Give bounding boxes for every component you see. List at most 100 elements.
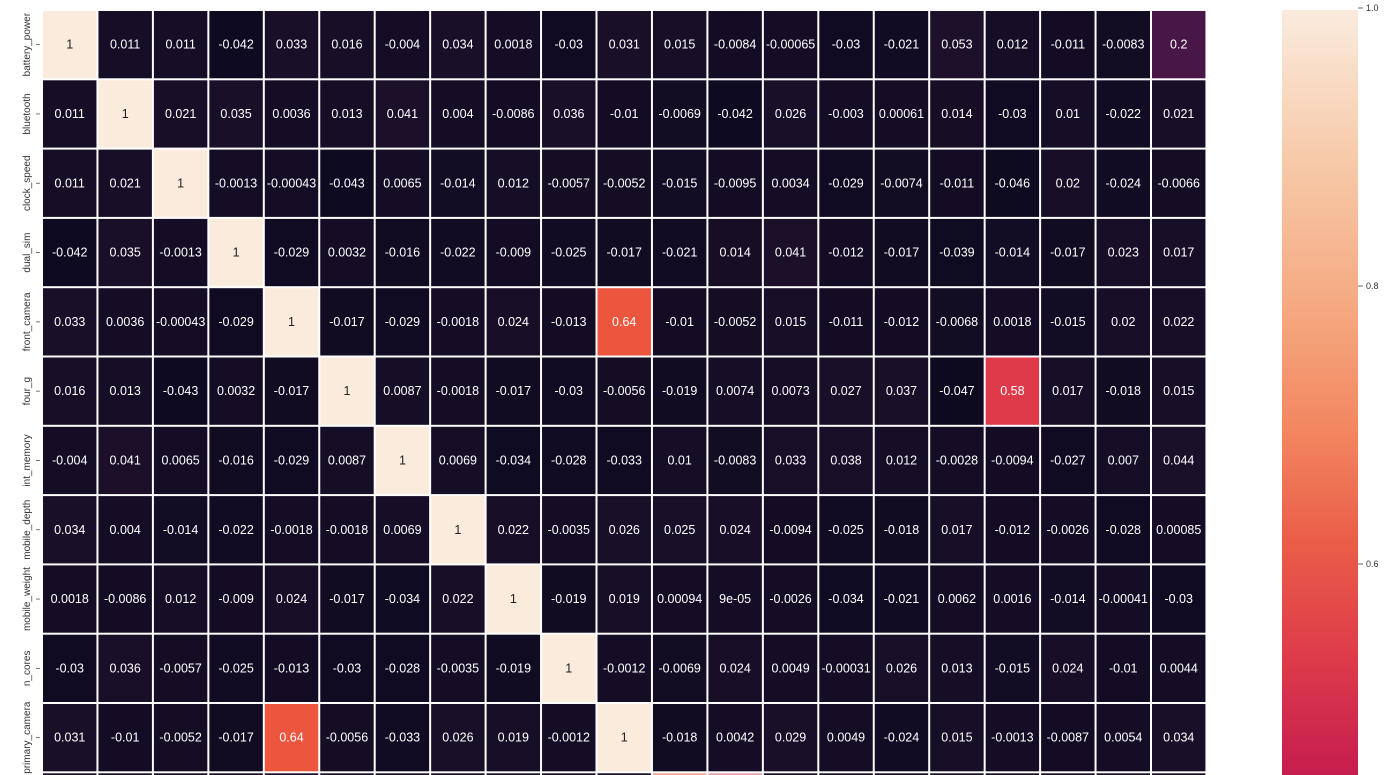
- heatmap-cell: [985, 704, 1040, 772]
- heatmap-cell-partial: [1096, 773, 1150, 775]
- row-label: n_cores: [22, 651, 33, 687]
- cell-value-label: -0.015: [1050, 315, 1085, 329]
- cell-value-label: 0.0049: [827, 731, 865, 745]
- heatmap-cell: [652, 218, 707, 287]
- heatmap-cell: [985, 288, 1040, 356]
- cell-value-label: 0.034: [1163, 731, 1194, 745]
- cell-value-label: 0.0034: [771, 176, 809, 190]
- cell-value-label: -0.012: [995, 523, 1030, 537]
- cell-value-label: -0.0083: [1102, 38, 1144, 52]
- heatmap-cell-partial: [985, 773, 1040, 775]
- heatmap-cell: [1041, 634, 1095, 702]
- colorbar-gradient: [1282, 10, 1358, 775]
- row-label: primary_camera: [22, 701, 33, 774]
- cell-value-label: 0.037: [886, 384, 917, 398]
- cell-value-label: -0.0057: [548, 176, 590, 190]
- cell-value-label: -0.043: [163, 384, 198, 398]
- cell-value-label: -0.0094: [769, 523, 811, 537]
- cell-value-label: 0.011: [55, 107, 85, 121]
- heatmap-cell: [486, 11, 541, 79]
- cell-value-label: 0.033: [775, 453, 806, 467]
- cell-value-label: -0.029: [218, 315, 253, 329]
- cell-value-label: -0.00043: [156, 315, 205, 329]
- heatmap-cell: [264, 496, 319, 564]
- cell-value-label: -0.017: [884, 246, 919, 260]
- cell-value-label: -0.0018: [437, 384, 479, 398]
- heatmap-cell: [43, 288, 97, 356]
- heatmap-cell: [264, 565, 319, 633]
- heatmap-cell-partial: [153, 773, 208, 775]
- cell-value-label: 0.0032: [217, 384, 255, 398]
- heatmap-cell: [320, 80, 374, 148]
- heatmap-cell: [209, 80, 263, 148]
- cell-value-label: -0.019: [551, 592, 586, 606]
- heatmap-cell: [597, 426, 651, 495]
- heatmap-cell: [652, 80, 707, 148]
- heatmap-cell: [264, 426, 319, 495]
- cell-value-label: 0.0016: [993, 592, 1031, 606]
- cell-value-label: -0.01: [610, 107, 639, 121]
- heatmap-cell: [209, 634, 263, 702]
- heatmap-cell: [264, 218, 319, 287]
- cell-value-label: 0.0069: [383, 523, 421, 537]
- cell-value-label: 0.021: [110, 176, 141, 190]
- cell-value-label: -0.017: [329, 315, 364, 329]
- heatmap-cell: [542, 11, 596, 79]
- cell-value-label: 0.016: [54, 384, 85, 398]
- cell-value-label: -0.00043: [267, 176, 316, 190]
- cell-value-label: -0.021: [884, 592, 919, 606]
- heatmap-cell: [375, 218, 430, 287]
- cell-value-label: 0.027: [830, 384, 861, 398]
- heatmap-cell: [652, 496, 707, 564]
- cell-value-label: 0.0032: [328, 246, 366, 260]
- cell-value-label: -0.03: [55, 661, 84, 675]
- cell-value-label: -0.016: [385, 246, 420, 260]
- heatmap-cell-partial: [708, 773, 762, 775]
- cell-value-label: -0.009: [218, 592, 253, 606]
- cell-value-label: 0.00085: [1156, 523, 1201, 537]
- cell-value-label: 0.012: [886, 453, 917, 467]
- heatmap-cell: [930, 426, 984, 495]
- cell-value-label: 0.015: [1163, 384, 1194, 398]
- cell-value-label: 0.64: [612, 315, 636, 329]
- heatmap-cell: [320, 149, 374, 217]
- cell-value-label: -0.0086: [104, 592, 146, 606]
- heatmap-cell: [597, 80, 651, 148]
- heatmap-cell: [819, 218, 873, 287]
- heatmap-cell: [597, 357, 651, 425]
- cell-value-label: 0.031: [54, 731, 85, 745]
- heatmap-cell: [486, 80, 541, 148]
- heatmap-cell: [1152, 80, 1206, 148]
- heatmap-cell: [763, 496, 818, 564]
- cell-value-label: -0.025: [218, 661, 253, 675]
- heatmap-cell: [708, 357, 762, 425]
- heatmap-cell: [930, 704, 984, 772]
- cell-value-label: 0.64: [279, 731, 303, 745]
- heatmap-cell: [98, 496, 152, 564]
- heatmap-cell: [375, 426, 430, 495]
- cell-value-label: 1: [565, 661, 572, 675]
- heatmap-cell: [763, 634, 818, 702]
- cell-value-label: -0.0068: [936, 315, 978, 329]
- heatmap-cell: [1096, 80, 1150, 148]
- heatmap-cell: [597, 634, 651, 702]
- heatmap-cell: [708, 496, 762, 564]
- heatmap-cell: [375, 149, 430, 217]
- cell-value-label: -0.029: [828, 176, 863, 190]
- cell-value-label: 0.026: [775, 107, 806, 121]
- heatmap-cell: [153, 218, 208, 287]
- heatmap-cell: [1152, 218, 1206, 287]
- heatmap-cell: [153, 496, 208, 564]
- row-label: battery_power: [22, 12, 33, 76]
- heatmap-cell: [1152, 704, 1206, 772]
- heatmap-cell: [43, 496, 97, 564]
- row-label: mobile_weight: [22, 567, 33, 631]
- heatmap-cell: [763, 288, 818, 356]
- cell-value-label: -0.0052: [603, 176, 645, 190]
- cell-value-label: -0.0028: [936, 453, 978, 467]
- heatmap-cell: [708, 80, 762, 148]
- heatmap-cell: [652, 565, 707, 633]
- heatmap-cell: [708, 565, 762, 633]
- heatmap-cell: [153, 80, 208, 148]
- cell-value-label: 0.0062: [938, 592, 976, 606]
